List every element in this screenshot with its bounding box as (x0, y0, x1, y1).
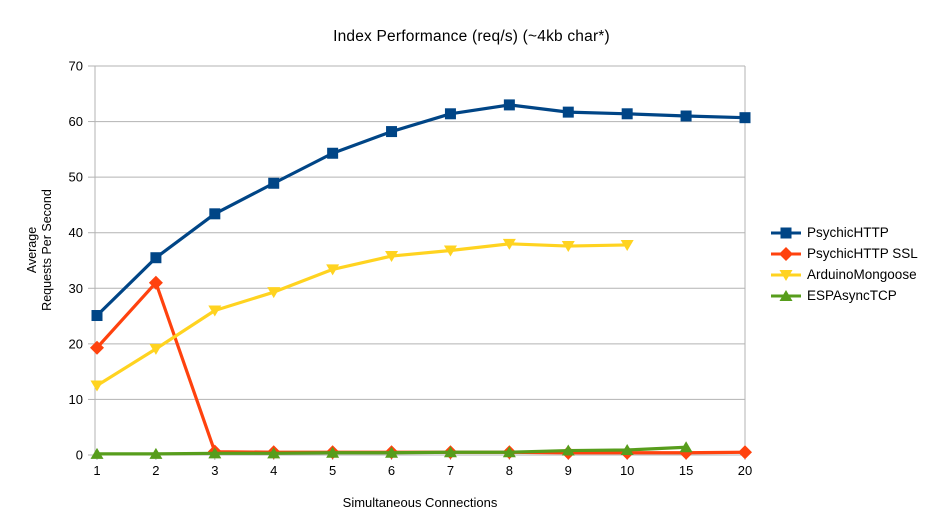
legend-item-psychichttp-ssl: PsychicHTTP SSL (770, 243, 918, 264)
data-point-marker-espasynctcp (208, 447, 222, 459)
series-line-psychichttp-ssl (95, 281, 747, 455)
x-tick-label: 9 (565, 463, 572, 478)
legend-triangle-up-icon (771, 289, 801, 301)
data-point-marker-psychichttp (562, 106, 574, 118)
x-tick-label: 3 (211, 463, 218, 478)
data-point-marker-espasynctcp (679, 441, 693, 453)
data-point-marker-arduinomongoose (149, 343, 163, 355)
data-point-marker-arduinomongoose (267, 287, 281, 299)
x-tick-label: 15 (679, 463, 693, 478)
data-point-marker-arduinomongoose (561, 241, 575, 253)
data-point-marker-psychichttp (150, 252, 162, 264)
data-point-marker-psychichttp (209, 208, 221, 220)
y-tick-label: 30 (69, 281, 83, 296)
data-point-marker-espasynctcp (443, 446, 457, 458)
y-tick-label: 70 (69, 59, 83, 74)
x-tick-label: 20 (738, 463, 752, 478)
y-axis-title-text: Average Requests Per Second (25, 189, 54, 311)
data-point-marker-espasynctcp (620, 443, 634, 455)
data-point-marker-psychichttp (680, 110, 692, 122)
y-tick-label: 20 (69, 336, 83, 351)
data-point-marker-psychichttp-ssl (738, 445, 752, 460)
data-point-marker-psychichttp-ssl (90, 340, 104, 355)
data-point-marker-psychichttp (621, 108, 633, 120)
y-tick-label: 0 (76, 448, 83, 463)
data-point-marker-arduinomongoose (326, 264, 340, 276)
data-point-marker-psychichttp (503, 99, 515, 111)
legend-diamond-icon (771, 246, 801, 261)
data-point-marker-espasynctcp (149, 447, 163, 459)
x-tick-label: 8 (506, 463, 513, 478)
legend-item-espasynctcp: ESPAsyncTCP (770, 285, 918, 306)
data-point-marker-arduinomongoose (443, 245, 457, 257)
x-tick-label: 10 (620, 463, 634, 478)
data-point-marker-psychichttp (327, 147, 339, 159)
x-tick-label: 5 (329, 463, 336, 478)
legend-label: ESPAsyncTCP (807, 288, 897, 303)
legend-square-icon (771, 227, 801, 238)
legend-label: ArduinoMongoose (807, 267, 917, 282)
data-point-marker-espasynctcp (326, 446, 340, 458)
data-point-marker-arduinomongoose (90, 380, 104, 392)
legend-item-arduinomongoose: ArduinoMongoose (770, 264, 918, 285)
data-point-marker-arduinomongoose (502, 238, 516, 250)
data-point-marker-arduinomongoose (620, 239, 634, 251)
legend-triangle-down-icon (771, 269, 801, 281)
x-tick-label: 6 (388, 463, 395, 478)
data-point-marker-espasynctcp (561, 444, 575, 456)
series-line-arduinomongoose (95, 242, 629, 388)
x-tick-label: 4 (270, 463, 277, 478)
legend-label: PsychicHTTP SSL (807, 246, 918, 261)
data-point-marker-psychichttp (739, 112, 751, 124)
data-point-marker-psychichttp (91, 310, 103, 322)
x-axis-title: Simultaneous Connections (342, 495, 498, 510)
data-point-marker-psychichttp-ssl (148, 275, 163, 290)
x-tick-label: 2 (152, 463, 159, 478)
data-point-marker-espasynctcp (267, 447, 281, 459)
data-point-marker-arduinomongoose (208, 305, 222, 317)
data-point-marker-psychichttp (386, 126, 398, 138)
legend-item-psychichttp: PsychicHTTP (770, 222, 918, 243)
y-tick-label: 10 (69, 392, 83, 407)
x-tick-label: 1 (93, 463, 100, 478)
data-point-marker-espasynctcp (502, 446, 516, 458)
series-line-psychichttp (95, 103, 747, 318)
data-point-marker-psychichttp (268, 177, 280, 189)
data-point-marker-espasynctcp (385, 446, 399, 458)
data-point-marker-arduinomongoose (385, 251, 399, 263)
x-tick-label: 7 (447, 463, 454, 478)
data-point-marker-espasynctcp (90, 447, 104, 459)
data-point-marker-psychichttp (444, 108, 456, 120)
legend-label: PsychicHTTP (807, 225, 889, 240)
chart-title: Index Performance (req/s) (~4kb char*) (333, 28, 610, 45)
y-tick-label: 60 (69, 114, 83, 129)
y-tick-label: 50 (69, 170, 83, 185)
y-tick-label: 40 (69, 225, 83, 240)
legend: PsychicHTTP PsychicHTTP SSL ArduinoMongoos… (770, 222, 918, 306)
